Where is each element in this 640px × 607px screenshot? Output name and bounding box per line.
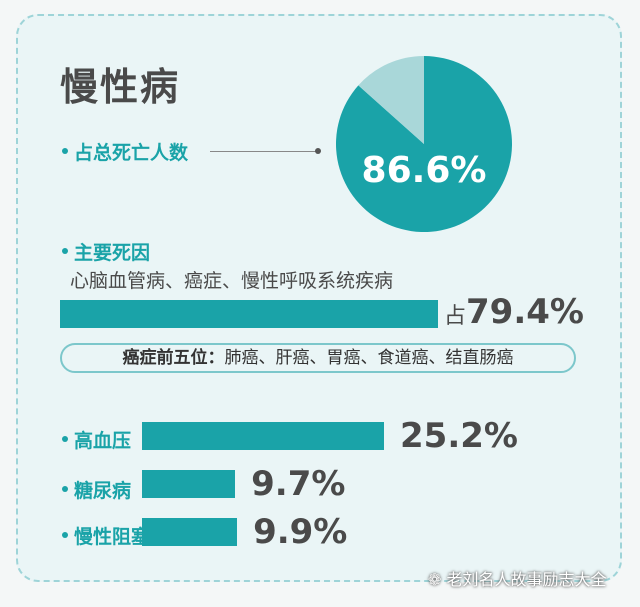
pie-slice-rest bbox=[358, 56, 424, 144]
wechat-icon: ❁ bbox=[428, 570, 442, 589]
bullet-dot bbox=[62, 148, 68, 154]
cancer-top5-box: 癌症前五位：肺癌、肝癌、胃癌、食道癌、结直肠癌 bbox=[60, 343, 576, 373]
main-causes-label: 主要死因 bbox=[74, 242, 151, 264]
infographic-card bbox=[16, 14, 622, 582]
bullet-dot bbox=[62, 486, 68, 492]
bar-label-hypertension: 高血压 bbox=[74, 430, 132, 452]
pie-slice-death-share bbox=[335, 56, 512, 232]
cancer-top5-head: 癌症前五位： bbox=[122, 348, 225, 368]
death-share-label: 占总死亡人数 bbox=[74, 142, 189, 164]
watermark-text: 老刘名人故事励志大全 bbox=[446, 570, 607, 589]
leader-dot bbox=[315, 148, 321, 154]
leader-line bbox=[210, 151, 318, 152]
bar-hypertension bbox=[142, 422, 384, 450]
bullet-dot bbox=[62, 436, 68, 442]
bullet-dot bbox=[62, 248, 68, 254]
cancer-top5-items: 肺癌、肝癌、胃癌、食道癌、结直肠癌 bbox=[224, 348, 514, 368]
main-causes-bar bbox=[60, 300, 438, 328]
death-share-pie bbox=[334, 54, 514, 234]
main-causes-diseases: 心脑血管病、癌症、慢性呼吸系统疾病 bbox=[70, 270, 394, 292]
bar-value-diabetes: 9.7% bbox=[251, 464, 346, 504]
pie-value-label: 86.6% bbox=[361, 150, 487, 191]
watermark: ❁ 老刘名人故事励志大全 bbox=[428, 566, 607, 590]
bar-label-diabetes: 糖尿病 bbox=[74, 480, 132, 502]
bar-value-copd: 9.9% bbox=[253, 512, 348, 552]
main-causes-value: 占79.4% bbox=[444, 292, 584, 332]
main-causes-value-text: 79.4% bbox=[466, 292, 584, 332]
page-title: 慢性病 bbox=[60, 65, 181, 109]
bar-diabetes bbox=[142, 470, 236, 498]
bullet-dot bbox=[62, 532, 68, 538]
bar-copd bbox=[142, 518, 238, 546]
main-causes-prefix: 占 bbox=[444, 304, 467, 329]
bar-value-hypertension: 25.2% bbox=[400, 416, 518, 456]
